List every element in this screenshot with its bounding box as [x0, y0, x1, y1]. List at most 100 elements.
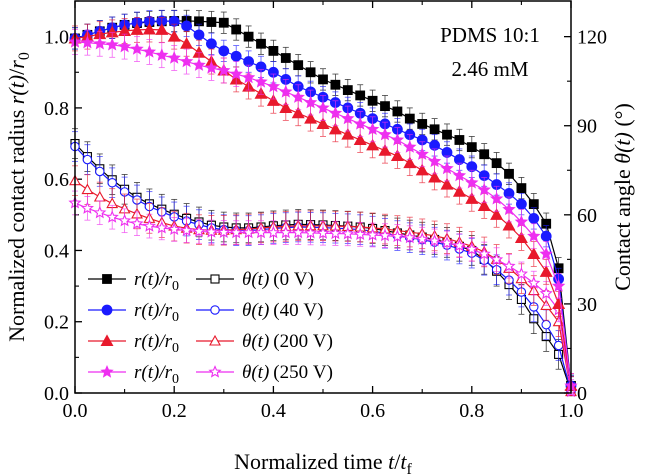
- data-point: [403, 140, 417, 153]
- x-tick-label: 0.2: [162, 400, 187, 422]
- data-point: [440, 177, 454, 190]
- data-point: [390, 229, 404, 243]
- data-point: [392, 106, 403, 117]
- data-point: [490, 208, 504, 220]
- legend-angle-label: θ(t) (250 V): [242, 362, 333, 383]
- x-tick-label: 1.0: [559, 400, 584, 422]
- data-point: [504, 168, 514, 179]
- data-point: [417, 119, 428, 129]
- legend-entry-voltage: (250 V): [273, 362, 333, 383]
- y-left-label-numerator: r(t): [4, 75, 29, 104]
- data-point: [82, 154, 93, 165]
- legend-angle-var: θ(t): [242, 362, 269, 383]
- data-point: [502, 218, 516, 231]
- data-point: [514, 266, 528, 280]
- legend-marker-angle: [208, 365, 222, 378]
- x-axis-label: Normalized time t/tf: [234, 449, 412, 476]
- annotation-material: PDMS 10:1: [440, 23, 540, 47]
- data-point: [489, 191, 504, 205]
- data-point: [117, 39, 132, 53]
- data-point: [316, 100, 330, 114]
- legend-angle-var: θ(t): [242, 269, 269, 290]
- data-point: [280, 53, 291, 63]
- data-point: [231, 24, 242, 35]
- data-point: [266, 94, 280, 106]
- legend-angle-label: θ(t) (40 V): [242, 300, 323, 321]
- legend-marker-angle: [209, 334, 221, 346]
- legend-radius-text: r(t)/r: [134, 331, 173, 352]
- data-point: [167, 50, 181, 64]
- data-point: [181, 20, 193, 32]
- data-point: [465, 175, 479, 189]
- data-point: [155, 48, 169, 61]
- data-point: [268, 45, 279, 56]
- data-point: [367, 95, 378, 106]
- annotation-concentration: 2.46 mM: [451, 57, 528, 81]
- radius-series-3-group: [68, 29, 578, 394]
- legend-radius-label: r(t)/r0: [134, 269, 179, 294]
- data-point: [465, 242, 479, 255]
- data-point: [107, 177, 117, 188]
- data-point: [341, 128, 355, 140]
- data-point: [254, 225, 268, 239]
- data-point: [366, 138, 380, 151]
- y-right-tick-label: 120: [577, 27, 607, 49]
- data-point: [304, 225, 318, 239]
- y-left-label-denominator-sub: 0: [16, 52, 33, 60]
- data-point: [477, 247, 491, 260]
- data-point: [491, 158, 502, 169]
- data-point: [243, 31, 254, 42]
- data-point: [539, 265, 553, 277]
- data-point: [502, 202, 516, 216]
- data-point: [353, 116, 367, 130]
- y-left-tick-label: 0.8: [44, 98, 69, 120]
- data-point: [539, 286, 553, 300]
- data-point: [291, 225, 305, 239]
- data-point: [403, 156, 417, 169]
- data-point: [81, 183, 94, 195]
- y-left-axis-label: Normalized contact radius r(t)/r0: [4, 52, 33, 342]
- legend-marker-radius: [100, 334, 114, 347]
- data-point: [390, 132, 405, 146]
- data-point: [428, 234, 442, 247]
- data-point: [217, 63, 231, 77]
- data-point: [415, 163, 429, 176]
- data-point: [527, 276, 541, 289]
- data-point: [254, 74, 268, 88]
- data-point: [378, 228, 392, 242]
- data-point: [429, 124, 440, 135]
- data-point: [330, 79, 341, 90]
- data-point: [192, 58, 206, 71]
- y-left-tick-label: 0.6: [44, 169, 69, 191]
- data-point: [142, 22, 156, 35]
- data-point: [365, 122, 380, 135]
- data-point: [316, 226, 330, 239]
- data-point: [229, 225, 243, 239]
- data-point: [380, 101, 390, 112]
- x-axis-label-denominator: t: [400, 449, 407, 474]
- data-point: [514, 214, 529, 228]
- y-right-label-suffix: (°): [610, 103, 635, 132]
- data-point: [205, 38, 217, 50]
- legend-radius-label: r(t)/r0: [134, 300, 179, 325]
- y-right-label-prefix: Contact angle: [610, 164, 635, 291]
- data-point: [328, 122, 342, 135]
- data-point: [291, 106, 305, 119]
- y-right-tick-label: 0: [577, 383, 587, 405]
- data-point: [477, 182, 491, 196]
- data-point: [316, 117, 330, 129]
- data-point: [105, 210, 119, 223]
- data-point: [328, 226, 342, 240]
- data-point: [303, 95, 318, 109]
- data-point: [452, 168, 467, 182]
- legend-radius-sub: 0: [172, 372, 179, 387]
- data-point: [539, 246, 553, 260]
- legend-marker-angle: [210, 305, 220, 315]
- x-tick-label: 0.4: [261, 400, 286, 422]
- y-right-tick-label: 30: [577, 294, 597, 316]
- data-point: [192, 224, 206, 238]
- legend-angle-label: θ(t) (0 V): [242, 269, 314, 290]
- data-point: [93, 205, 107, 219]
- data-point: [242, 225, 256, 239]
- legend-entry-voltage: (40 V): [273, 300, 323, 321]
